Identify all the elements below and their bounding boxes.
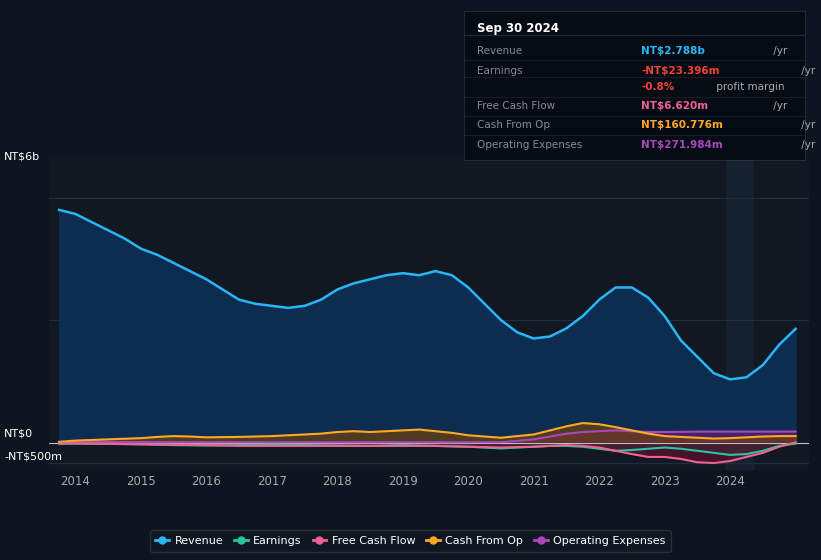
Text: Revenue: Revenue bbox=[478, 46, 523, 56]
Text: NT$271.984m: NT$271.984m bbox=[641, 140, 722, 150]
Text: Earnings: Earnings bbox=[478, 66, 523, 76]
Text: /yr: /yr bbox=[770, 46, 787, 56]
Text: /yr: /yr bbox=[799, 140, 816, 150]
Text: profit margin: profit margin bbox=[713, 82, 784, 92]
Text: Cash From Op: Cash From Op bbox=[478, 120, 551, 130]
Text: NT$160.776m: NT$160.776m bbox=[641, 120, 723, 130]
Text: Free Cash Flow: Free Cash Flow bbox=[478, 101, 556, 111]
Text: -NT$23.396m: -NT$23.396m bbox=[641, 66, 719, 76]
Text: /yr: /yr bbox=[799, 120, 816, 130]
Text: NT$0: NT$0 bbox=[4, 429, 33, 439]
Text: NT$6b: NT$6b bbox=[4, 152, 40, 162]
Text: /yr: /yr bbox=[799, 66, 816, 76]
Text: NT$6.620m: NT$6.620m bbox=[641, 101, 709, 111]
Text: Sep 30 2024: Sep 30 2024 bbox=[478, 22, 559, 35]
Text: /yr: /yr bbox=[770, 101, 787, 111]
Legend: Revenue, Earnings, Free Cash Flow, Cash From Op, Operating Expenses: Revenue, Earnings, Free Cash Flow, Cash … bbox=[150, 530, 671, 552]
Text: -NT$500m: -NT$500m bbox=[4, 451, 62, 461]
Text: NT$2.788b: NT$2.788b bbox=[641, 46, 705, 56]
Text: -0.8%: -0.8% bbox=[641, 82, 674, 92]
Text: Operating Expenses: Operating Expenses bbox=[478, 140, 583, 150]
